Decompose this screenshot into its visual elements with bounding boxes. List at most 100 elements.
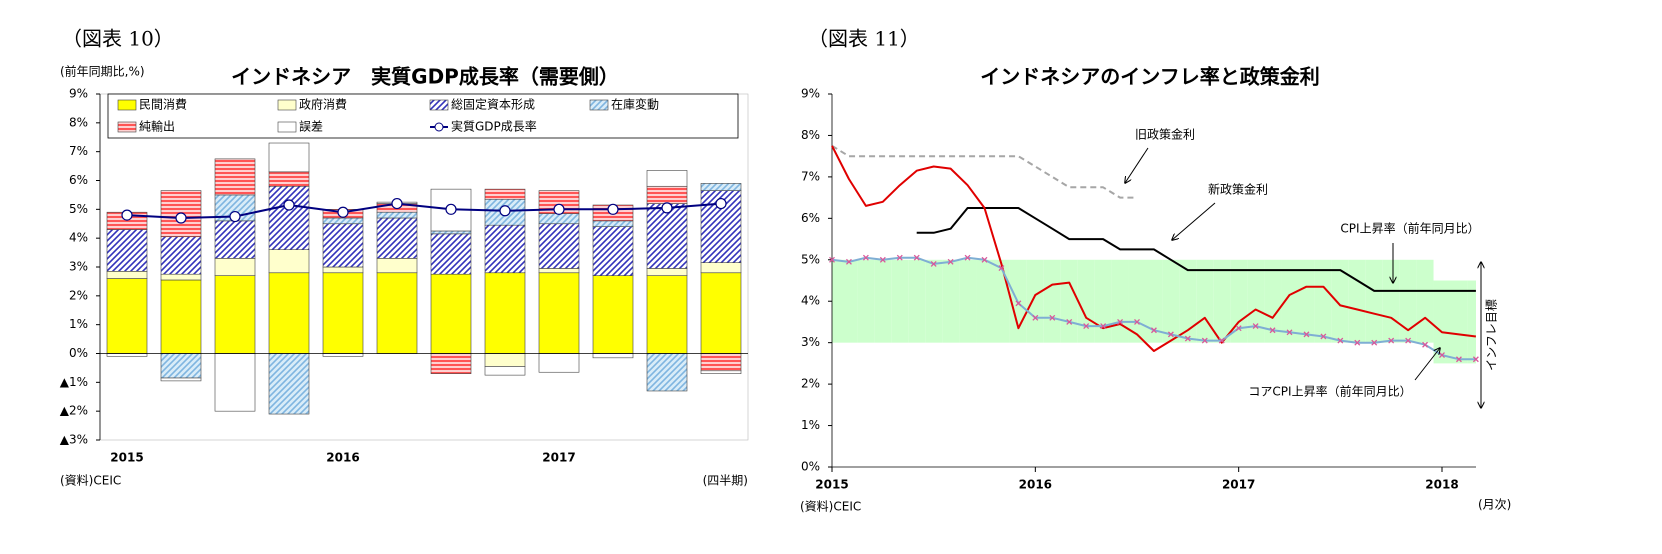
inflation-chart: （図表 11） インドネシアのインフレ率と政策金利 (資料)CEIC (月次) …: [800, 27, 1511, 514]
target-band: [942, 259, 960, 343]
bar-segment: [376, 211, 418, 219]
x-tick-label: 2018: [1425, 478, 1458, 492]
point: [1252, 323, 1259, 330]
target-band: [874, 259, 892, 343]
target-band: [891, 259, 909, 343]
x-tick-label: 2017: [542, 451, 575, 465]
gdp-chart: （図表 10） インドネシア 実質GDP成長率（需要側） (前年同期比,%) (…: [60, 27, 749, 488]
y-tick-label: 8%: [69, 115, 88, 129]
target-band: [1179, 259, 1197, 343]
point: [998, 265, 1005, 272]
point: [1337, 337, 1344, 344]
bar-segment: [646, 203, 688, 269]
bar-segment: [430, 273, 472, 354]
bar-segment: [376, 217, 418, 259]
bar-segment: [322, 266, 364, 274]
arrow: [1125, 147, 1149, 183]
y-tick-label: ▲3%: [60, 433, 88, 447]
bar-segment: [376, 258, 418, 274]
x-unit: (月次): [1478, 498, 1511, 512]
bar-segment: [700, 272, 742, 354]
x-tick-label: 2017: [1222, 478, 1255, 492]
point: [1354, 339, 1361, 346]
point: [1371, 339, 1378, 346]
target-band: [1077, 259, 1095, 343]
figure-label: （図表 10）: [62, 27, 174, 51]
target-band: [959, 259, 977, 343]
point: [1455, 356, 1462, 363]
series-line: [126, 202, 722, 219]
y-tick-label: 5%: [801, 252, 820, 266]
legend-swatch: [277, 121, 297, 133]
bar-segment: [322, 353, 364, 357]
arrow: [1172, 202, 1216, 240]
bar-segment: [160, 353, 202, 379]
target-band: [1213, 259, 1231, 343]
target-band: [1281, 259, 1298, 343]
bar-segment: [160, 279, 202, 354]
point: [661, 202, 673, 214]
target-band: [1450, 280, 1468, 364]
point: [1117, 318, 1124, 325]
bar-segment: [214, 220, 256, 259]
point: [1167, 331, 1174, 338]
y-tick-label: 6%: [801, 211, 820, 225]
legend-swatch: [429, 99, 449, 111]
bar-segment: [484, 188, 526, 200]
legend-swatch: [589, 99, 609, 111]
band-label: インフレ目標: [1485, 299, 1499, 371]
bar-segment: [160, 273, 202, 281]
bar-segment: [268, 171, 310, 187]
legend-swatch: [434, 122, 444, 132]
chart-title: インドネシア 実質GDP成長率（需要側）: [231, 65, 619, 89]
series-line: [831, 145, 1477, 352]
bar-segment: [484, 224, 526, 274]
bar-segment: [646, 275, 688, 354]
target-band: [1162, 259, 1180, 343]
y-tick-label: 5%: [69, 202, 88, 216]
target-band: [1399, 259, 1417, 343]
chart-title: インドネシアのインフレ率と政策金利: [980, 65, 1319, 89]
bar-segment: [430, 233, 472, 275]
legend-swatch: [277, 99, 297, 111]
point: [391, 197, 403, 210]
legend-box: [107, 93, 739, 139]
point: [1150, 327, 1157, 334]
legend-swatch: [117, 99, 137, 111]
point: [1015, 300, 1022, 307]
bar-segment: [376, 272, 418, 354]
y-tick-label: 6%: [69, 173, 88, 187]
y-tick-label: 4%: [69, 231, 88, 245]
bar-segment: [538, 213, 580, 225]
bar-segment: [322, 223, 364, 268]
series-label: 旧政策金利: [1135, 127, 1195, 142]
y-tick-label: 3%: [801, 335, 820, 349]
point: [715, 197, 727, 210]
bar-segment: [106, 229, 148, 272]
figure-label: （図表 11）: [808, 27, 920, 51]
target-band: [857, 259, 875, 343]
target-band: [1297, 259, 1315, 343]
y-tick-label: 4%: [801, 294, 820, 308]
bar-segment: [592, 353, 634, 359]
legend-label: 政府消費: [299, 97, 347, 112]
point: [829, 256, 835, 263]
bar-segment: [214, 158, 256, 196]
y-tick-label: 7%: [69, 144, 88, 158]
target-band: [925, 259, 943, 343]
y-tick-label: 8%: [801, 128, 820, 142]
bar-segment: [430, 353, 472, 374]
bar-segment: [592, 275, 634, 354]
target-band: [1230, 259, 1248, 343]
source: (資料)CEIC: [800, 500, 861, 514]
point: [1405, 337, 1412, 344]
point: [964, 254, 971, 261]
series-label: 新政策金利: [1208, 182, 1268, 197]
bar-segment: [268, 272, 310, 354]
bar-segment: [538, 223, 580, 269]
x-unit: (四半期): [703, 474, 748, 488]
bar-segment: [430, 230, 472, 235]
bar-segment: [592, 226, 634, 276]
legend-label: 在庫変動: [611, 97, 659, 112]
y-unit: (前年同期比,%): [60, 64, 145, 79]
